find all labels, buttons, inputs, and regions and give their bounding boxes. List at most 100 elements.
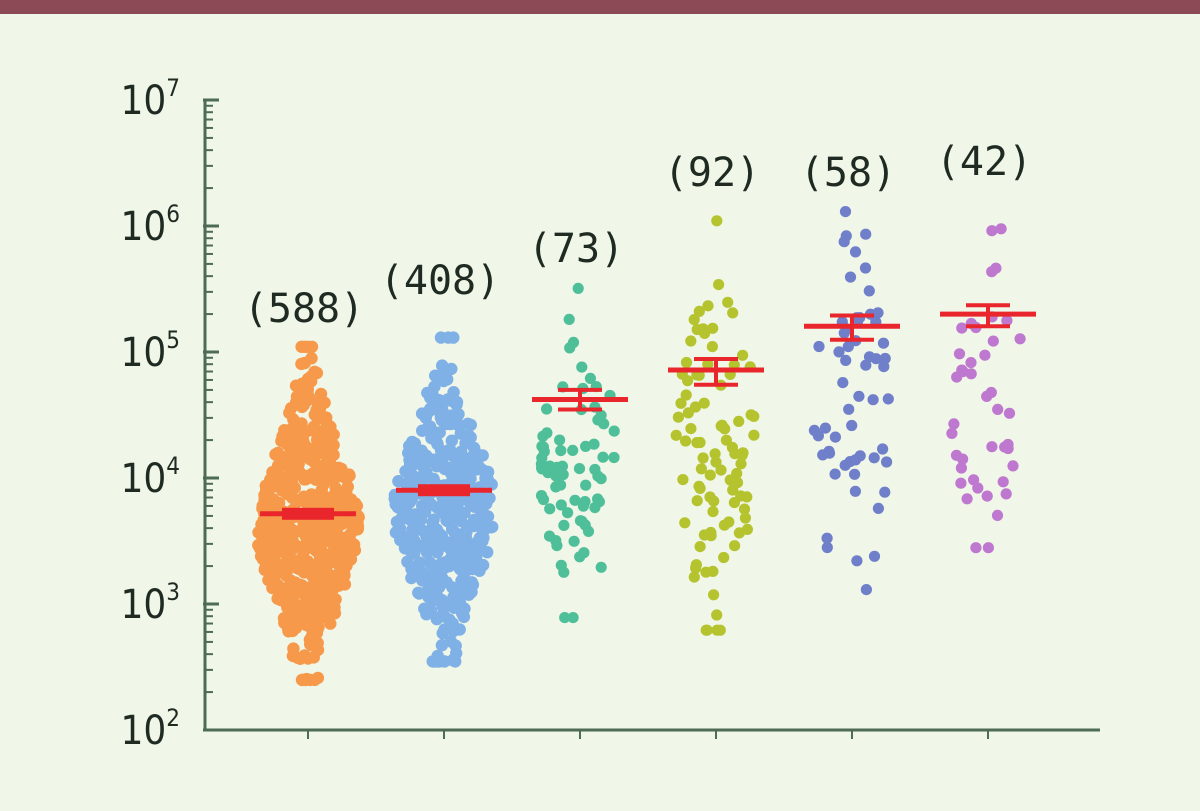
data-point [987,335,999,347]
data-point [877,337,890,349]
data-point [839,206,852,218]
data-point [955,462,968,474]
data-point [554,434,566,446]
data-point [672,411,685,423]
data-point [881,456,893,468]
data-point [320,455,334,468]
data-point [573,463,586,475]
data-point [544,460,556,472]
data-point [584,372,597,384]
data-point [289,576,302,589]
data-point [995,223,1007,235]
data-point [405,562,418,576]
count-labels: (588) (408) (73) (92) (58) (42) [244,139,1032,332]
data-point [707,506,719,518]
data-point [335,489,349,503]
data-point [438,623,451,636]
data-point [435,639,449,652]
data-point [823,445,835,457]
data-point [578,547,590,559]
data-point [682,407,694,419]
data-point [700,566,712,578]
data-point [968,474,980,486]
data-point [716,419,728,431]
data-point [281,541,294,554]
data-point [685,423,697,435]
data-point [389,498,402,511]
data-point [709,448,721,460]
data-point [579,519,591,531]
data-point [882,393,894,405]
data-point [297,566,311,579]
sem-bar [282,507,334,520]
data-point [707,322,719,334]
data-point [412,586,425,599]
data-point [953,348,966,360]
data-point [321,607,334,620]
data-point [853,390,865,402]
data-point [948,418,960,430]
data-point [305,352,318,365]
data-point [813,340,825,353]
sem-bar [418,484,470,497]
data-point [537,441,550,453]
data-point [569,494,581,506]
data-point [568,535,580,547]
data-point [272,469,285,483]
data-point [990,262,1002,274]
group-count-label: (58) [800,150,896,196]
data-point [563,313,575,325]
data-point [860,228,872,240]
data-point [300,587,313,601]
data-point [468,500,481,513]
data-point [851,555,863,567]
data-point [997,476,1009,488]
data-point [1002,442,1014,455]
y-tick-label: 107 [120,74,180,124]
data-point [592,470,604,482]
data-point [680,389,692,401]
data-point [325,472,338,486]
data-point [733,527,746,539]
data-point [307,651,320,664]
data-point [982,542,995,554]
data-point [335,464,348,477]
data-point [537,430,549,442]
data-point [260,559,273,573]
data-point [421,421,435,434]
data-point [688,314,700,326]
data-point [838,327,850,339]
data-point [448,555,461,569]
data-point [333,567,346,580]
data-point [986,225,998,237]
data-point [872,307,884,319]
data-point [271,446,285,460]
data-point [308,456,322,470]
data-point [697,452,709,464]
data-point [300,394,313,408]
data-point [981,390,993,402]
data-point [441,373,454,386]
data-point [476,449,489,462]
data-point [970,542,982,554]
data-point [449,655,462,668]
data-point [327,428,340,441]
data-point [1003,407,1016,419]
data-point [435,610,448,623]
data-point [821,541,833,554]
data-point [254,541,267,555]
data-point [407,454,421,467]
data-point [562,507,574,519]
data-point [433,540,446,553]
data-point [261,483,274,497]
data-point [425,498,438,511]
data-point [449,527,462,540]
data-point [254,524,267,537]
data-point [536,452,548,464]
data-point [718,551,730,564]
data-point [458,506,471,519]
data-point [451,459,464,472]
data-point [713,279,725,291]
data-point [430,460,443,473]
